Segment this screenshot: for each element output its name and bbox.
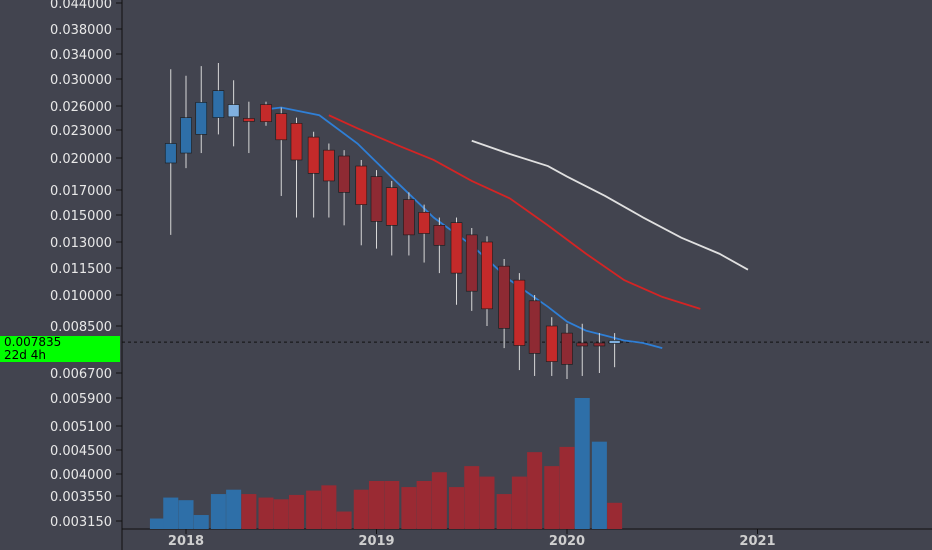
volume-bar [527, 452, 543, 529]
volume-bar [163, 497, 179, 529]
price-tick-label: 0.006700 [50, 367, 112, 382]
volume-bar [336, 511, 352, 529]
volume-bar [306, 490, 322, 529]
volume-bar [574, 398, 590, 529]
price-tick-label: 0.034000 [50, 48, 112, 63]
candle-body [403, 199, 415, 236]
candle-body [576, 342, 589, 347]
current-price-badge: 0.007835 [0, 336, 120, 349]
candle-body [212, 90, 225, 118]
candle-body [465, 234, 478, 292]
candle-body [498, 265, 510, 329]
volume-bar [273, 499, 289, 529]
candle-body [481, 241, 493, 310]
price-tick-label: 0.026000 [50, 100, 112, 115]
candle-body [608, 340, 621, 344]
candle-body [227, 104, 240, 118]
volume-bar [321, 485, 337, 529]
price-tick-label: 0.003150 [50, 515, 112, 530]
candle-body [385, 187, 398, 226]
volume-bar [384, 480, 400, 529]
x-tick-label: 2019 [358, 534, 394, 549]
price-tick-label: 0.011500 [50, 262, 112, 277]
candle-body [593, 342, 606, 347]
candle-body [528, 300, 541, 354]
price-tick-label: 0.005900 [50, 392, 112, 407]
price-tick-label: 0.010000 [50, 289, 112, 304]
volume-bar [288, 494, 304, 529]
candle-body [513, 279, 526, 346]
candle-body [290, 123, 303, 161]
x-tick-label: 2018 [168, 534, 204, 549]
candle-body [338, 155, 350, 193]
price-tick-label: 0.038000 [50, 23, 112, 38]
candle-body [418, 212, 430, 234]
volume-bar [559, 446, 575, 529]
volume-bar [511, 476, 527, 529]
volume-bar [369, 480, 384, 529]
volume-bar [591, 441, 607, 529]
candle-body [545, 325, 558, 362]
candle-body [323, 149, 335, 182]
candle-body [243, 118, 255, 122]
price-tick-label: 0.015000 [50, 209, 112, 224]
ma-slow-line [471, 139, 749, 271]
volume-bar [431, 472, 447, 529]
volume-bar [226, 489, 242, 529]
volume-bar [258, 497, 274, 529]
volume-bar [210, 494, 226, 529]
candle-body [180, 117, 192, 154]
volume-bar [178, 500, 194, 529]
candle-body [433, 225, 446, 246]
price-tick-label: 0.017000 [50, 184, 112, 199]
price-tick-label: 0.044000 [50, 0, 112, 12]
candle-body [307, 136, 320, 174]
candle-body [561, 332, 573, 365]
ma-mid-line [328, 114, 701, 310]
candle-body [164, 143, 177, 164]
volume-bar [353, 489, 369, 529]
x-tick-label: 2020 [549, 534, 585, 549]
price-tick-label: 0.004500 [50, 444, 112, 459]
candle-body [370, 176, 383, 222]
volume-bar [149, 518, 165, 529]
volume-bar [479, 476, 495, 529]
volume-bar [193, 515, 209, 529]
volume-bar [544, 466, 560, 529]
volume-bar [464, 466, 480, 529]
x-tick-label: 2021 [739, 534, 775, 549]
price-tick-label: 0.030000 [50, 73, 112, 88]
candle-body [450, 222, 463, 274]
price-tick-label: 0.005100 [50, 420, 112, 435]
candle-body [355, 165, 368, 205]
volume-bar [496, 494, 512, 529]
candle-body [275, 113, 288, 141]
candle-body [260, 104, 272, 122]
volume-bar [449, 487, 465, 529]
price-tick-label: 0.023000 [50, 124, 112, 139]
candle-body [195, 102, 208, 135]
price-tick-label: 0.008500 [50, 320, 112, 335]
price-tick-label: 0.013000 [50, 236, 112, 251]
price-tick-label: 0.020000 [50, 152, 112, 167]
volume-bar [607, 502, 623, 529]
countdown-badge: 22d 4h [0, 349, 120, 362]
volume-bar [401, 487, 417, 529]
volume-bar [241, 494, 257, 529]
price-tick-label: 0.004000 [50, 468, 112, 483]
price-tick-label: 0.003550 [50, 490, 112, 505]
volume-bar [416, 480, 432, 529]
